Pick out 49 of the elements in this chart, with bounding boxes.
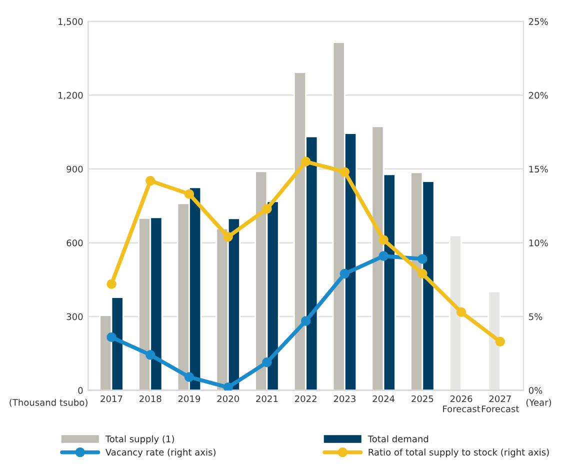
point bbox=[340, 167, 350, 177]
y2-tick-label: 5% bbox=[529, 313, 542, 320]
y2-tick-label: 20% bbox=[529, 92, 548, 99]
point bbox=[340, 268, 350, 279]
y-axis-title: (Thousand tsubo) bbox=[10, 398, 88, 407]
point bbox=[300, 156, 311, 166]
x-tick-label: 2023 bbox=[334, 395, 356, 402]
x-tick-label: 2027 Forecast bbox=[482, 395, 520, 412]
point bbox=[146, 350, 156, 360]
x-axis-title: (Year) bbox=[526, 398, 552, 407]
x-tick-label: 2020 bbox=[217, 395, 239, 402]
point bbox=[184, 189, 194, 199]
x-tick-label: 2022 bbox=[295, 395, 316, 402]
x-tick-label: 2025 bbox=[412, 395, 434, 402]
point bbox=[106, 332, 116, 342]
x-tick-label: 2024 bbox=[372, 395, 395, 402]
point bbox=[106, 279, 116, 289]
point bbox=[300, 316, 311, 326]
legend-label: Total demand bbox=[368, 435, 428, 442]
point bbox=[223, 232, 233, 242]
y2-tick-label: 25% bbox=[529, 18, 548, 25]
x-tick-label: 2021 bbox=[256, 395, 278, 402]
point bbox=[146, 176, 156, 186]
y-tick-label: 300 bbox=[66, 313, 83, 320]
y2-tick-label: 15% bbox=[529, 166, 548, 173]
legend-label: Total supply (1) bbox=[105, 435, 174, 444]
point bbox=[223, 382, 233, 390]
point bbox=[184, 372, 194, 382]
y2-tick-label: 10% bbox=[529, 239, 548, 246]
legend-label: Vacancy rate (right axis) bbox=[105, 448, 216, 458]
x-tick-label: 2017 bbox=[100, 395, 122, 402]
y-tick-label: 900 bbox=[66, 166, 83, 173]
point bbox=[378, 234, 388, 245]
point bbox=[456, 307, 466, 317]
y-tick-label: 1,500 bbox=[58, 18, 83, 26]
y2-tick-label: 0% bbox=[528, 387, 542, 394]
y-tick-label: 0 bbox=[78, 387, 83, 394]
x-tick-label: 2026 Forecast bbox=[443, 395, 480, 412]
point bbox=[262, 357, 272, 368]
x-tick-label: 2019 bbox=[178, 395, 200, 402]
point bbox=[418, 268, 428, 279]
y-tick-label: 1,200 bbox=[58, 92, 83, 100]
point bbox=[378, 251, 388, 261]
y-tick-label: 600 bbox=[66, 239, 83, 246]
point bbox=[495, 336, 506, 346]
x-tick-label: 2018 bbox=[140, 395, 162, 402]
legend-label: Ratio of total supply to stock (right axis) bbox=[368, 448, 549, 458]
point bbox=[418, 254, 428, 264]
point bbox=[262, 204, 272, 214]
